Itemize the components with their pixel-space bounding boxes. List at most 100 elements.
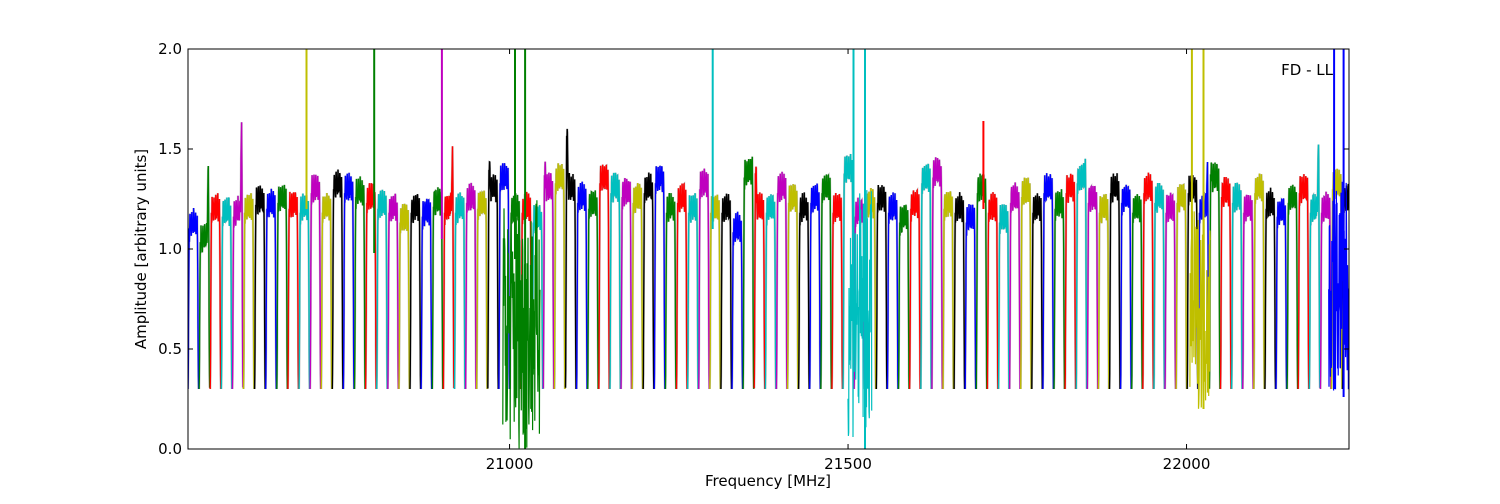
band-trace bbox=[975, 173, 988, 390]
band-trace bbox=[964, 204, 977, 390]
y-tick-label: 0.5 bbox=[158, 340, 182, 358]
band-trace bbox=[709, 194, 722, 390]
band-trace bbox=[1097, 193, 1110, 390]
band-trace bbox=[564, 128, 577, 390]
band-trace bbox=[908, 188, 921, 390]
noise-trace bbox=[847, 190, 873, 438]
band-trace bbox=[265, 188, 277, 390]
band-trace bbox=[620, 177, 633, 390]
band-trace bbox=[831, 192, 844, 390]
band-trace bbox=[1064, 173, 1077, 390]
band-trace bbox=[897, 204, 910, 390]
band-trace bbox=[609, 172, 622, 390]
band-trace bbox=[353, 176, 366, 390]
rfi-spikes bbox=[305, 49, 1349, 449]
x-axis-label: Frequency [MHz] bbox=[705, 472, 831, 490]
band-trace bbox=[664, 192, 677, 390]
band-trace bbox=[331, 169, 344, 390]
band-trace bbox=[797, 192, 810, 390]
band-trace bbox=[742, 156, 755, 390]
band-trace bbox=[476, 190, 488, 390]
band-trace bbox=[1008, 182, 1021, 390]
band-trace bbox=[1319, 191, 1332, 390]
band-trace bbox=[775, 171, 788, 390]
x-tick-label: 21500 bbox=[824, 455, 872, 473]
band-trace bbox=[820, 173, 833, 390]
band-trace bbox=[442, 146, 455, 390]
noise-trace bbox=[502, 200, 541, 449]
band-trace bbox=[720, 193, 733, 390]
band-trace bbox=[753, 166, 766, 390]
band-trace bbox=[231, 122, 244, 390]
band-trace bbox=[1242, 194, 1254, 390]
band-trace bbox=[276, 184, 289, 390]
band-trace bbox=[1075, 158, 1088, 390]
y-axis-ticks: 0.0 0.5 1.0 1.5 2.0 bbox=[158, 40, 1349, 458]
band-trace bbox=[1286, 184, 1299, 390]
band-trace bbox=[842, 153, 855, 390]
x-tick-label: 21000 bbox=[486, 455, 534, 473]
x-axis-ticks: 21000 21500 22000 bbox=[486, 49, 1211, 473]
band-trace bbox=[698, 168, 710, 390]
band-trace bbox=[631, 183, 644, 390]
band-trace bbox=[1086, 184, 1099, 390]
band-trace bbox=[320, 192, 333, 390]
band-trace bbox=[1219, 176, 1232, 390]
band-trace bbox=[464, 182, 477, 390]
y-tick-label: 2.0 bbox=[158, 40, 182, 58]
band-trace bbox=[1275, 197, 1288, 390]
band-trace bbox=[598, 164, 610, 390]
band-trace bbox=[376, 189, 388, 390]
band-trace bbox=[409, 193, 422, 390]
band-trace bbox=[1164, 192, 1177, 390]
y-axis-label: Amplitude [arbitrary units] bbox=[132, 149, 150, 349]
band-trace bbox=[498, 163, 511, 390]
band-trace bbox=[942, 191, 955, 390]
band-trace bbox=[1230, 182, 1243, 390]
band-trace bbox=[342, 172, 355, 390]
band-trace bbox=[1208, 162, 1221, 390]
noise-trace bbox=[1328, 181, 1349, 391]
y-tick-label: 1.0 bbox=[158, 240, 182, 258]
band-trace bbox=[398, 203, 411, 390]
band-trace bbox=[487, 160, 499, 390]
band-trace bbox=[809, 183, 821, 390]
y-tick-label: 1.5 bbox=[158, 140, 182, 158]
band-trace bbox=[1108, 173, 1121, 390]
x-tick-label: 22000 bbox=[1163, 455, 1211, 473]
band-traces bbox=[188, 122, 1349, 390]
band-trace bbox=[997, 204, 1010, 390]
band-trace bbox=[542, 161, 555, 390]
band-trace bbox=[253, 185, 266, 390]
band-trace bbox=[453, 192, 466, 390]
band-trace bbox=[1175, 183, 1188, 390]
band-trace bbox=[1264, 187, 1277, 390]
band-trace bbox=[287, 191, 300, 390]
band-trace bbox=[420, 198, 433, 390]
band-trace bbox=[764, 194, 777, 390]
band-trace bbox=[1119, 184, 1132, 390]
band-trace bbox=[198, 165, 211, 390]
band-trace bbox=[309, 174, 322, 390]
band-trace bbox=[1031, 193, 1043, 390]
band-trace bbox=[587, 190, 599, 390]
band-trace bbox=[520, 191, 533, 390]
band-trace bbox=[653, 165, 666, 390]
band-trace bbox=[220, 197, 233, 390]
band-trace bbox=[886, 192, 899, 390]
band-trace bbox=[1131, 194, 1143, 390]
band-trace bbox=[1308, 144, 1321, 390]
band-trace bbox=[1297, 174, 1310, 390]
band-trace bbox=[786, 184, 799, 390]
band-trace bbox=[875, 184, 888, 390]
annotation-label: FD - LL bbox=[1281, 61, 1333, 79]
band-trace bbox=[209, 193, 222, 390]
band-trace bbox=[686, 193, 699, 390]
band-trace bbox=[953, 192, 966, 390]
band-trace bbox=[575, 181, 588, 390]
band-trace bbox=[1142, 172, 1155, 390]
band-trace bbox=[920, 163, 932, 390]
band-trace bbox=[986, 192, 999, 390]
band-trace bbox=[1020, 177, 1032, 390]
